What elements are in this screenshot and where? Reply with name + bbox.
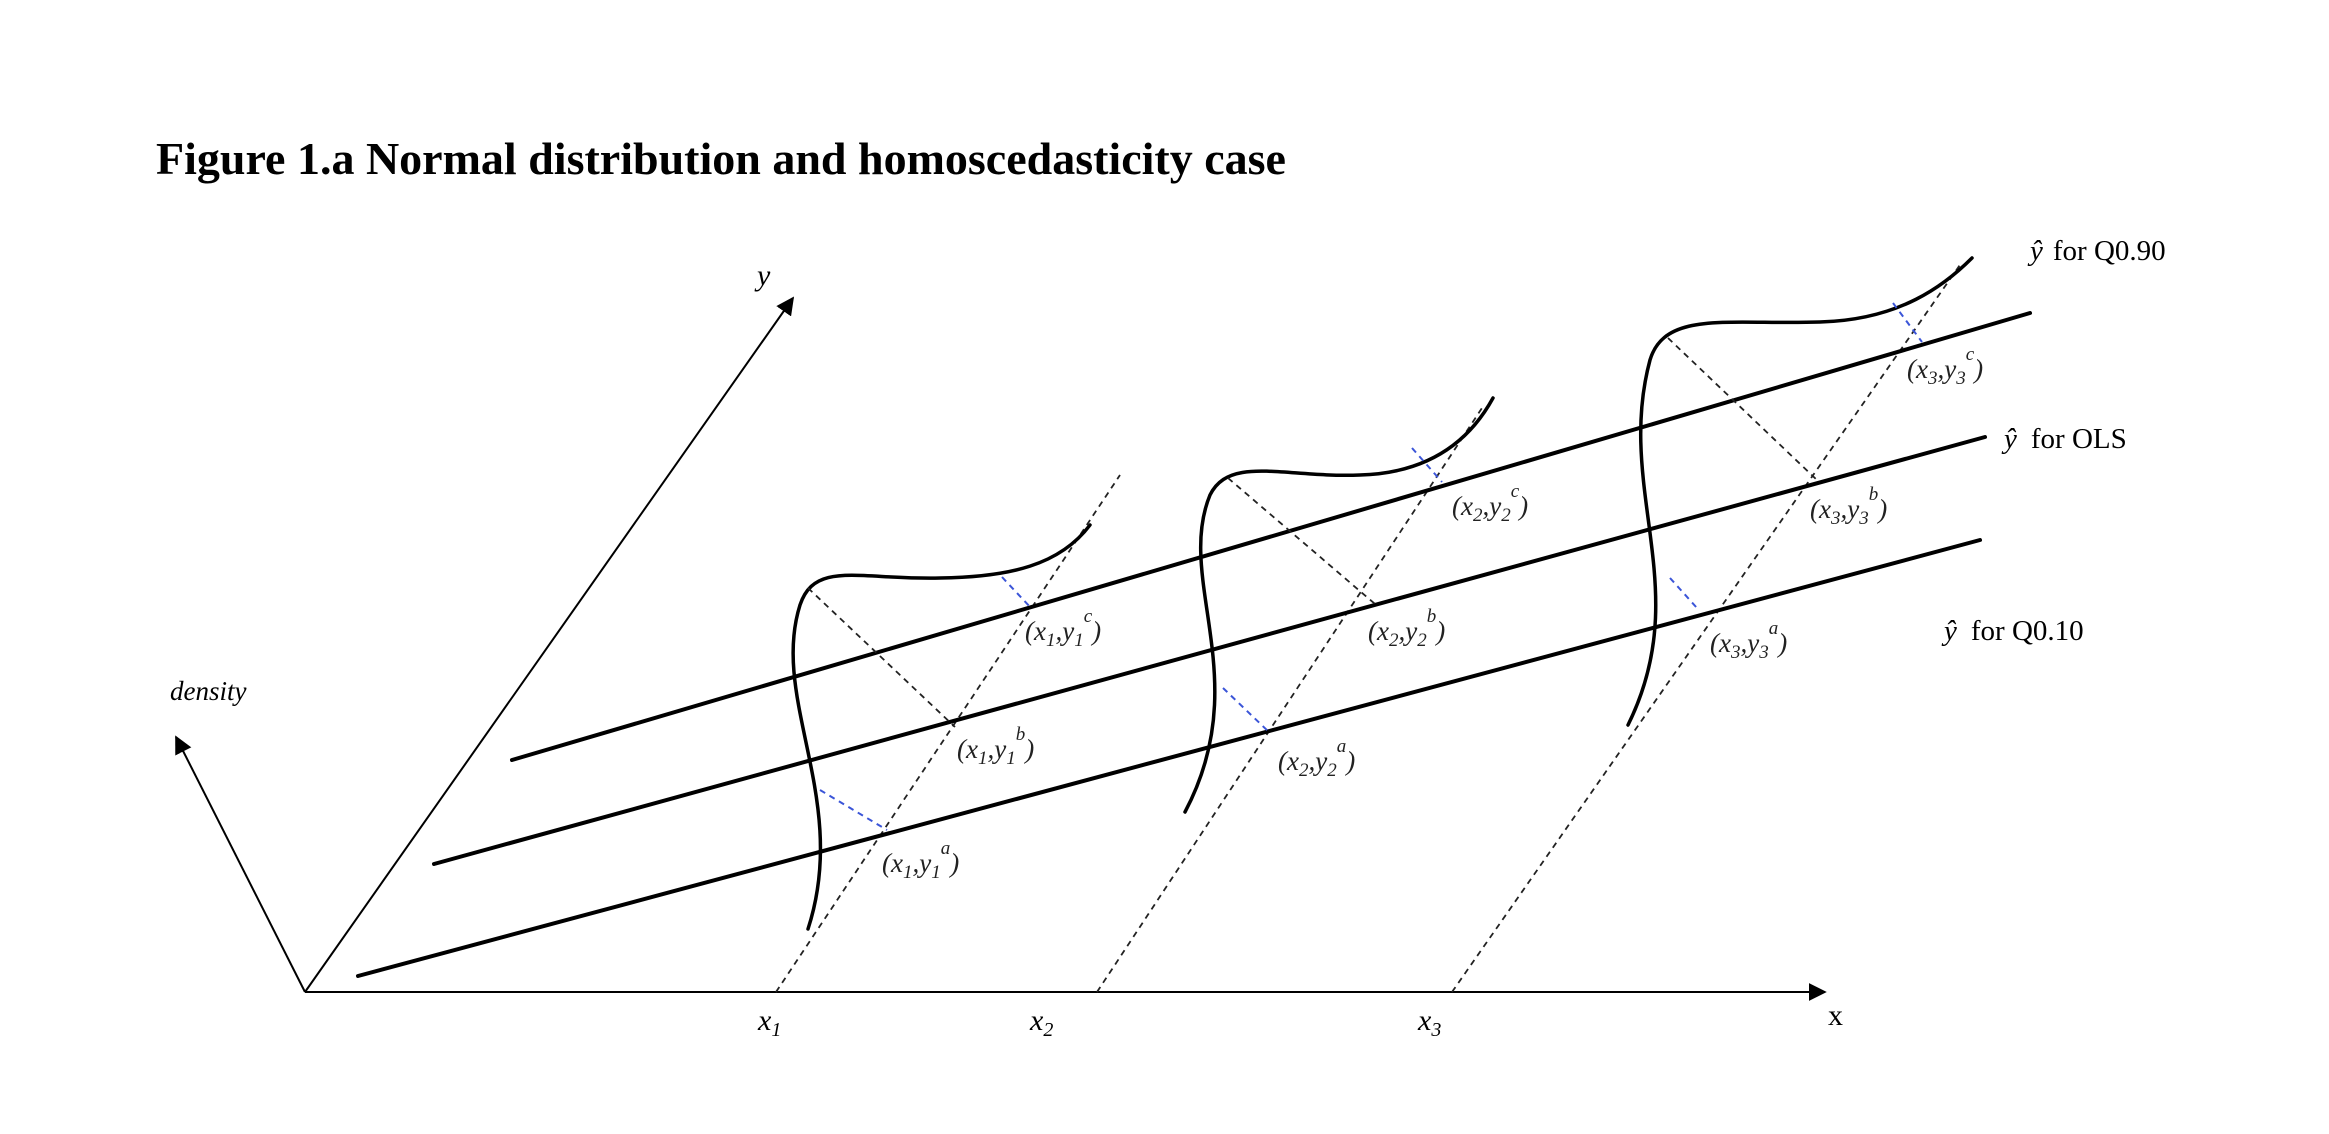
y-axis — [304, 296, 795, 993]
density-axis-label: density — [170, 676, 246, 706]
density-curve-x3 — [1626, 256, 1974, 727]
point-label-x1-c: (x1,y1c) — [1025, 606, 1101, 651]
x-axis-label: x — [1828, 999, 1843, 1032]
x3-tick-label: x3 — [1417, 1004, 1441, 1041]
peak-connector-x1 — [807, 587, 956, 728]
x2-guide-line — [1096, 404, 1485, 993]
density-curve-x2 — [1183, 396, 1495, 814]
blue-guide-2a — [1222, 687, 1271, 734]
point-label-x3-b: (x3,y3b) — [1810, 484, 1887, 529]
ols-line — [432, 435, 1987, 866]
q010-line — [356, 538, 1982, 978]
point-label-x1-a: (x1,y1a) — [882, 838, 959, 883]
q090-line — [510, 311, 2032, 762]
blue-guide-1c — [1001, 576, 1032, 609]
ols-line-label: ŷ for OLS — [2001, 423, 2127, 455]
point-label-x3-a: (x3,y3a) — [1710, 618, 1787, 663]
blue-guide-2c — [1411, 447, 1443, 483]
x1-guide-line — [775, 474, 1121, 993]
figure-title: Figure 1.a Normal distribution and homos… — [156, 133, 1286, 184]
point-label-x2-a: (x2,y2a) — [1278, 736, 1355, 781]
x2-tick-label: x2 — [1029, 1004, 1053, 1041]
x1-tick-label: x1 — [757, 1004, 781, 1041]
density-curve-x1 — [791, 523, 1092, 931]
point-label-x3-c: (x3,y3c) — [1907, 344, 1983, 389]
density-axis — [175, 735, 306, 993]
blue-guide-3c — [1892, 302, 1923, 343]
q010-line-label: ŷ for Q0.10 — [1941, 615, 2084, 647]
q090-line-label: ŷ for Q0.90 — [2027, 235, 2166, 267]
point-label-x1-b: (x1,y1b) — [957, 724, 1034, 769]
blue-guide-3a — [1669, 577, 1698, 609]
point-label-x2-b: (x2,y2b) — [1368, 606, 1445, 651]
blue-guide-1a — [819, 789, 888, 831]
x3-guide-line — [1451, 261, 1963, 993]
peak-connector-x3 — [1667, 337, 1819, 482]
point-label-x2-c: (x2,y2c) — [1452, 481, 1528, 526]
y-axis-label: y — [754, 259, 771, 292]
